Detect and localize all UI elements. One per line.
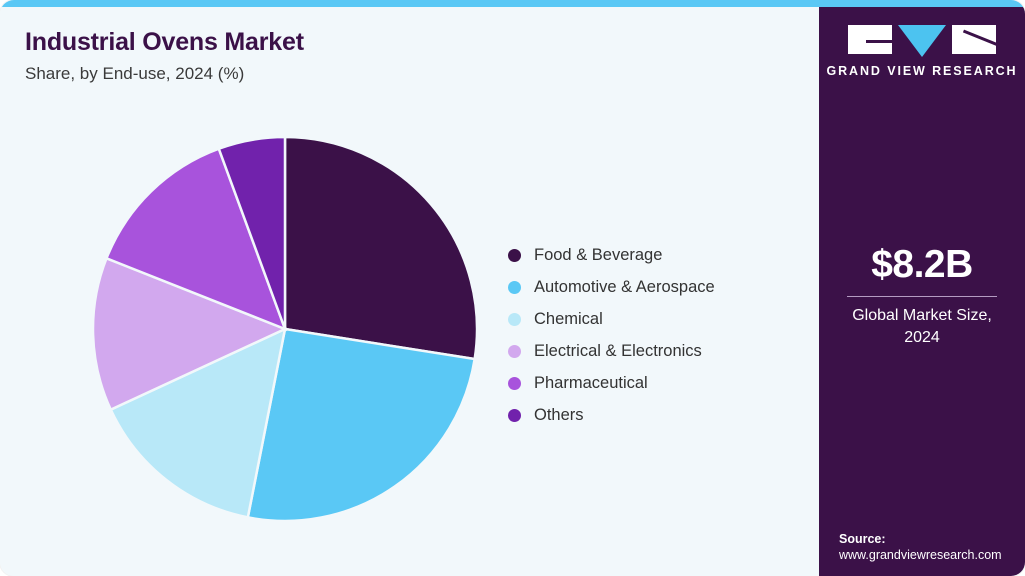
- legend-swatch-icon: [508, 280, 521, 294]
- pie-slice[interactable]: [283, 135, 479, 361]
- legend-item[interactable]: Automotive & Aerospace: [508, 271, 715, 303]
- legend-swatch-icon: [508, 344, 521, 358]
- logo-g-icon: [848, 25, 892, 54]
- legend-swatch-icon: [508, 248, 521, 262]
- brand-logo: GRAND VIEW RESEARCH: [819, 25, 1025, 78]
- brand-name: GRAND VIEW RESEARCH: [826, 64, 1018, 78]
- pie-slice[interactable]: [246, 327, 477, 523]
- legend-label: Others: [534, 405, 584, 424]
- legend-swatch-icon: [508, 312, 521, 326]
- legend-swatch-icon: [508, 408, 521, 422]
- pie-slice[interactable]: [91, 256, 289, 412]
- legend-item[interactable]: Pharmaceutical: [508, 367, 715, 399]
- pie-slice[interactable]: [104, 147, 288, 332]
- legend-swatch-icon: [508, 376, 521, 390]
- legend-label: Chemical: [534, 309, 603, 328]
- pie-chart: [0, 7, 819, 576]
- chart-legend: Food & Beverage Automotive & Aerospace Che…: [508, 239, 715, 431]
- legend-label: Pharmaceutical: [534, 373, 648, 392]
- stat-divider: [847, 296, 997, 297]
- pie-slice[interactable]: [217, 135, 287, 330]
- logo-r-icon: [952, 25, 996, 54]
- page-subtitle: Share, by End-use, 2024 (%): [25, 64, 245, 83]
- legend-item[interactable]: Chemical: [508, 303, 715, 335]
- pie-chart-svg: [91, 135, 479, 523]
- stat-caption: Global Market Size, 2024: [852, 307, 992, 346]
- chart-pane: Industrial Ovens Market Share, by End-us…: [0, 7, 819, 576]
- legend-label: Food & Beverage: [534, 245, 663, 264]
- source-block: Source: www.grandviewresearch.com: [839, 532, 1025, 562]
- legend-item[interactable]: Others: [508, 399, 715, 431]
- stat-block: $8.2B Global Market Size, 2024: [819, 243, 1025, 349]
- pie-slice-group: [91, 135, 479, 523]
- legend-item[interactable]: Food & Beverage: [508, 239, 715, 271]
- page-title: Industrial Ovens Market: [25, 28, 304, 56]
- pie-slice[interactable]: [109, 326, 287, 519]
- top-accent-bar: [0, 0, 1025, 7]
- legend-label: Automotive & Aerospace: [534, 277, 715, 296]
- legend-item[interactable]: Electrical & Electronics: [508, 335, 715, 367]
- logo-triangle-icon: [898, 25, 946, 57]
- logo-marks: [848, 25, 996, 57]
- source-label: Source:: [839, 532, 886, 546]
- source-url: www.grandviewresearch.com: [839, 548, 1002, 562]
- legend-label: Electrical & Electronics: [534, 341, 702, 360]
- brand-panel: GRAND VIEW RESEARCH $8.2B Global Market …: [819, 7, 1025, 576]
- stat-value: $8.2B: [871, 243, 973, 286]
